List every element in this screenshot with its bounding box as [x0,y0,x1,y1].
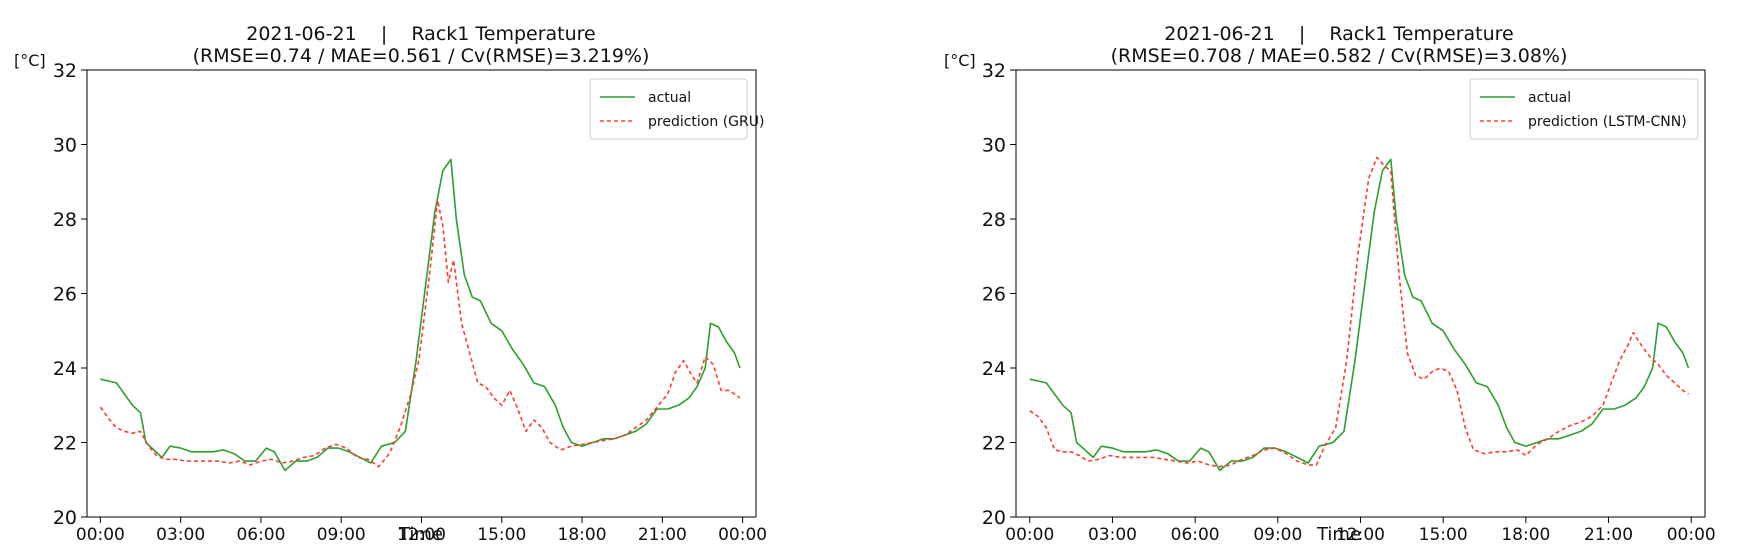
chart-title: 2021-06-21 | Rack1 Temperature [1164,23,1514,45]
x-tick-label: 00:00 [76,525,125,545]
chart-title: 2021-06-21 | Rack1 Temperature [246,23,596,45]
x-tick-label: 15:00 [1419,525,1468,545]
series-line-actual [1029,158,1690,472]
y-tick-labels: 20 22 24 26 28 30 32 [982,60,1016,529]
y-tick-label: 32 [53,60,77,82]
y-tick-label: 24 [982,358,1006,380]
x-tick-labels: 00:00 03:00 06:00 09:00 12:00 15:00 18:00 21:00… [76,517,767,545]
x-tick-labels: 00:00 03:00 06:00 09:00 12:00 15:00 18:00 21:00… [1005,517,1716,545]
x-tick-label: 18:00 [558,525,607,545]
legend-label-prediction: prediction (GRU) [648,114,764,130]
plot-frame [86,69,757,518]
y-axis-unit-label: [°C] [944,51,976,70]
y-tick-label: 22 [982,433,1006,455]
legend-box [1469,78,1699,140]
x-tick-label: 18:00 [1501,525,1550,545]
x-tick-label: 09:00 [1253,525,1302,545]
x-tick-label: 06:00 [1171,525,1220,545]
legend-label-actual: actual [648,90,691,106]
x-tick-label: 15:00 [477,525,526,545]
plot-frame [1015,69,1706,518]
x-tick-label: 21:00 [638,525,687,545]
legend-label-actual: actual [1528,90,1571,106]
x-axis-label: Time [398,524,443,545]
legend: actual prediction (GRU) [589,78,764,140]
y-tick-label: 20 [53,507,77,529]
legend-label-prediction: prediction (LSTM-CNN) [1528,114,1687,130]
legend-box [589,78,748,140]
y-tick-label: 30 [53,135,77,157]
y-tick-label: 26 [982,284,1006,306]
chart-subtitle: (RMSE=0.74 / MAE=0.561 / Cv(RMSE)=3.219%… [193,45,650,67]
series-line-prediction [1029,156,1689,468]
y-tick-label: 24 [53,358,77,380]
chart-subtitle: (RMSE=0.708 / MAE=0.582 / Cv(RMSE)=3.08%… [1111,45,1568,67]
x-tick-label: 00:00 [1667,525,1716,545]
x-tick-label: 12:00 [397,525,446,545]
y-axis-unit-label: [°C] [14,51,46,70]
x-tick-label: 03:00 [156,525,205,545]
x-tick-label: 21:00 [1584,525,1633,545]
y-tick-label: 22 [53,433,77,455]
chart-panel-lstm-cnn: 2021-06-21 | Rack1 Temperature (RMSE=0.7… [944,23,1716,545]
y-tick-label: 26 [53,284,77,306]
y-tick-label: 20 [982,507,1006,529]
chart-panel-gru: 2021-06-21 | Rack1 Temperature (RMSE=0.7… [14,23,767,545]
y-tick-label: 28 [982,209,1006,231]
x-tick-label: 03:00 [1088,525,1137,545]
x-tick-label: 06:00 [236,525,285,545]
x-tick-label: 00:00 [718,525,767,545]
y-tick-labels: 20 22 24 26 28 30 32 [53,60,87,529]
plot-lines [1029,156,1690,472]
x-tick-label: 00:00 [1005,525,1054,545]
legend: actual prediction (LSTM-CNN) [1469,78,1699,140]
x-tick-label: 12:00 [1336,525,1385,545]
y-tick-label: 28 [53,209,77,231]
x-tick-label: 09:00 [317,525,366,545]
x-axis-label: Time [1316,524,1361,545]
y-tick-label: 30 [982,135,1006,157]
series-line-prediction [99,199,741,468]
series-line-actual [100,158,741,472]
y-tick-label: 32 [982,60,1006,82]
plot-lines [99,158,741,472]
